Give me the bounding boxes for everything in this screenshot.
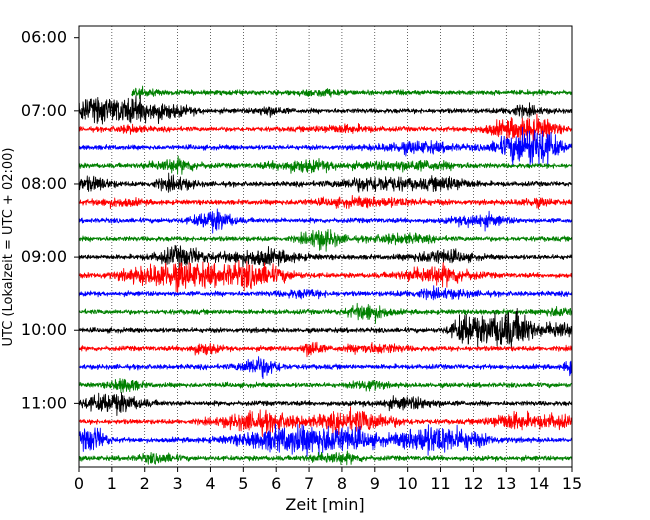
x-tick-label: 10 xyxy=(397,474,417,493)
trace-line-3 xyxy=(79,113,572,145)
trace-line-19 xyxy=(79,406,572,437)
trace-line-10 xyxy=(79,244,572,271)
trace-line-6 xyxy=(79,172,572,193)
x-axis-label: Zeit [min] xyxy=(285,495,364,514)
trace-line-1 xyxy=(131,85,572,99)
x-tick-label: 1 xyxy=(107,474,117,493)
x-tick-label: 6 xyxy=(271,474,281,493)
y-tick-label: 07:00 xyxy=(21,101,67,120)
x-axis: 0 1 2 3 4 5 6 7 8 9 10 11 12 13 14 15 xyxy=(74,467,582,493)
trace-line-9 xyxy=(79,228,572,252)
trace-line-18 xyxy=(79,392,572,416)
x-tick-label: 13 xyxy=(496,474,516,493)
y-axis: 06:00 07:00 08:00 09:00 10:00 11:00 xyxy=(21,28,79,412)
x-tick-label: 12 xyxy=(463,474,483,493)
x-tick-label: 2 xyxy=(140,474,150,493)
x-tick-label: 9 xyxy=(370,474,380,493)
x-tick-label: 3 xyxy=(173,474,183,493)
trace-line-13 xyxy=(79,302,572,324)
trace-line-7 xyxy=(79,194,572,210)
trace-line-16 xyxy=(79,356,572,380)
trace-line-14 xyxy=(79,307,572,349)
x-tick-label: 14 xyxy=(529,474,549,493)
x-tick-label: 5 xyxy=(238,474,248,493)
y-tick-label: 10:00 xyxy=(21,320,67,339)
trace-line-12 xyxy=(79,285,572,301)
trace-line-20 xyxy=(79,423,572,457)
y-tick-label: 11:00 xyxy=(21,393,67,412)
y-tick-label: 08:00 xyxy=(21,174,67,193)
x-tick-label: 7 xyxy=(304,474,314,493)
trace-line-15 xyxy=(79,341,572,358)
x-tick-label: 11 xyxy=(430,474,450,493)
y-axis-label: UTC (Lokalzeit = UTC + 02:00) xyxy=(1,148,16,347)
trace-line-17 xyxy=(79,377,572,393)
trace-line-5 xyxy=(79,155,572,175)
x-tick-label: 0 xyxy=(74,474,84,493)
trace-line-2 xyxy=(79,95,572,125)
trace-line-8 xyxy=(79,208,572,234)
trace-line-4 xyxy=(79,126,572,167)
x-tick-label: 8 xyxy=(337,474,347,493)
y-tick-label: 06:00 xyxy=(21,28,67,47)
x-tick-label: 15 xyxy=(562,474,582,493)
plot-background xyxy=(79,26,572,467)
traces-group xyxy=(79,85,572,466)
trace-line-11 xyxy=(79,260,572,295)
plot-frame xyxy=(78,25,573,468)
y-tick-label: 09:00 xyxy=(21,247,67,266)
trace-line-21 xyxy=(79,450,572,466)
x-tick-label: 4 xyxy=(205,474,215,493)
